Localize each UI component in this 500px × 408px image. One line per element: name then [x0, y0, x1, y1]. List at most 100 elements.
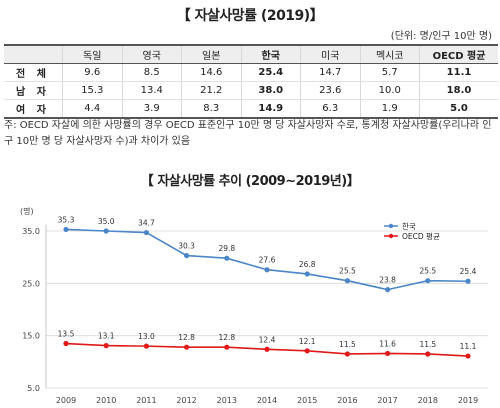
data-label: 11.1	[460, 342, 477, 351]
chart-series: 35.3 35.0 34.7 30.3 29.8 27.6 26.8 25.5 23.8 25.5…	[58, 215, 477, 359]
data-point	[184, 344, 190, 350]
data-label: 12.4	[259, 335, 276, 344]
data-point	[184, 252, 190, 259]
table-cell: 25.4	[240, 63, 301, 82]
x-tick-label: 2014	[257, 396, 277, 405]
data-point	[143, 343, 149, 349]
data-point	[264, 267, 270, 273]
y-unit-label: (명)	[20, 206, 34, 216]
data-label: 26.8	[299, 260, 316, 269]
table-cell: 38.0	[240, 81, 301, 100]
data-label: 11.5	[419, 340, 436, 349]
table-title: 【 자살사망률 (2019)】	[176, 8, 324, 24]
data-label: 13.0	[138, 332, 155, 341]
table-cell: 13.4	[121, 81, 182, 100]
x-tick-label: 2016	[337, 396, 357, 405]
header-cell: 한국	[240, 44, 301, 64]
data-point	[425, 278, 431, 284]
x-tick-label: 2019	[458, 396, 478, 405]
table-cell: 6.3	[300, 99, 360, 119]
table-cell: 14.9	[240, 99, 301, 119]
data-label: 23.8	[379, 276, 396, 285]
data-label: 35.3	[58, 215, 75, 224]
chart-grid	[45, 225, 488, 389]
data-label: 25.5	[339, 267, 356, 276]
table-row: 남 자 15.3 13.4 21.2 38.0 23.6 10.0 18.0	[4, 81, 498, 100]
table-cell: 4.4	[62, 99, 122, 119]
data-point	[465, 278, 471, 284]
x-tick-label: 2013	[217, 396, 237, 405]
table-cell: 11.1	[419, 63, 498, 82]
y-tick-label: 15.0	[22, 332, 40, 341]
data-label: 12.8	[178, 333, 195, 342]
data-point	[224, 255, 230, 261]
table-row: 여 자 4.4 3.9 8.3 14.9 6.3 1.9 5.0	[4, 99, 498, 119]
data-point	[465, 353, 471, 359]
x-tick-label: 2012	[176, 396, 196, 405]
table-cell: 8.3	[181, 99, 241, 119]
x-axis: 2009 2010 2011 2012 2013 2014 2015 2016 2017 2018…	[56, 396, 478, 405]
legend-label: 한국	[402, 222, 416, 231]
data-label: 30.3	[178, 242, 195, 251]
data-point	[425, 351, 431, 357]
header-cell: 독일	[62, 44, 122, 64]
data-label: 11.6	[379, 339, 396, 348]
data-label: 34.7	[138, 219, 155, 228]
data-label: 12.8	[218, 333, 235, 342]
x-tick-label: 2009	[56, 396, 76, 405]
legend-marker	[388, 223, 394, 229]
row-label: 전 체	[4, 63, 63, 82]
data-point	[143, 229, 149, 236]
data-label: 27.6	[259, 256, 276, 265]
table-cell: 10.0	[359, 81, 420, 100]
x-tick-label: 2011	[136, 396, 156, 405]
header-cell: 일본	[181, 44, 241, 64]
table-cell: 3.9	[121, 99, 182, 119]
table-cell: 14.6	[181, 63, 241, 82]
row-label: 남 자	[4, 81, 63, 100]
x-tick-label: 2010	[96, 396, 116, 405]
header-cell: 미국	[300, 44, 360, 64]
data-point	[103, 228, 109, 234]
data-point	[103, 343, 109, 349]
table-header-row: 독일 영국 일본 한국 미국 멕시코 OECD 평균	[4, 44, 498, 64]
data-label: 25.4	[460, 267, 477, 276]
data-point	[224, 344, 230, 350]
y-tick-label: 25.0	[22, 279, 40, 288]
header-cell: 영국	[121, 44, 182, 64]
unit-note: (단위: 명/인구 10만 명)	[390, 31, 492, 42]
suicide-rate-table: 독일 영국 일본 한국 미국 멕시코 OECD 평균 전 체 9.6 8.5 1…	[4, 44, 498, 119]
y-axis: (명) 35.0 25.0 15.0 5.0	[20, 206, 40, 393]
data-point	[344, 351, 350, 357]
data-point	[304, 271, 310, 277]
table-cell: 21.2	[181, 81, 241, 100]
header-cell	[4, 44, 63, 64]
header-cell: 멕시코	[359, 44, 420, 64]
row-label: 여 자	[4, 99, 63, 119]
x-tick-label: 2017	[377, 396, 397, 405]
data-label: 25.5	[419, 267, 436, 276]
table-row: 전 체 9.6 8.5 14.6 25.4 14.7 5.7 11.1	[4, 63, 498, 82]
chart-title: 【 자살사망률 추이 (2009∼2019년)】	[140, 174, 360, 189]
line-chart: (명)35.025.015.05.0 2009 2010 2011 2012 2013 2…	[20, 206, 488, 405]
table-cell: 9.6	[62, 63, 122, 82]
legend-marker	[388, 233, 394, 239]
data-point	[63, 340, 69, 347]
table-cell: 18.0	[419, 81, 498, 100]
table-cell: 5.7	[359, 63, 420, 82]
data-label: 35.0	[98, 217, 115, 226]
x-tick-label: 2018	[418, 396, 438, 405]
table-cell: 8.5	[121, 63, 182, 82]
data-label: 12.1	[299, 337, 316, 346]
table-cell: 14.7	[300, 63, 360, 82]
legend-label: OECD 평균	[402, 231, 440, 241]
data-point	[344, 278, 350, 284]
data-point	[385, 287, 391, 293]
data-point	[63, 226, 69, 233]
table-cell: 1.9	[359, 99, 420, 119]
x-tick-label: 2015	[297, 396, 317, 405]
data-point	[304, 348, 310, 354]
data-label: 13.5	[58, 330, 75, 339]
data-label: 29.8	[218, 244, 235, 253]
